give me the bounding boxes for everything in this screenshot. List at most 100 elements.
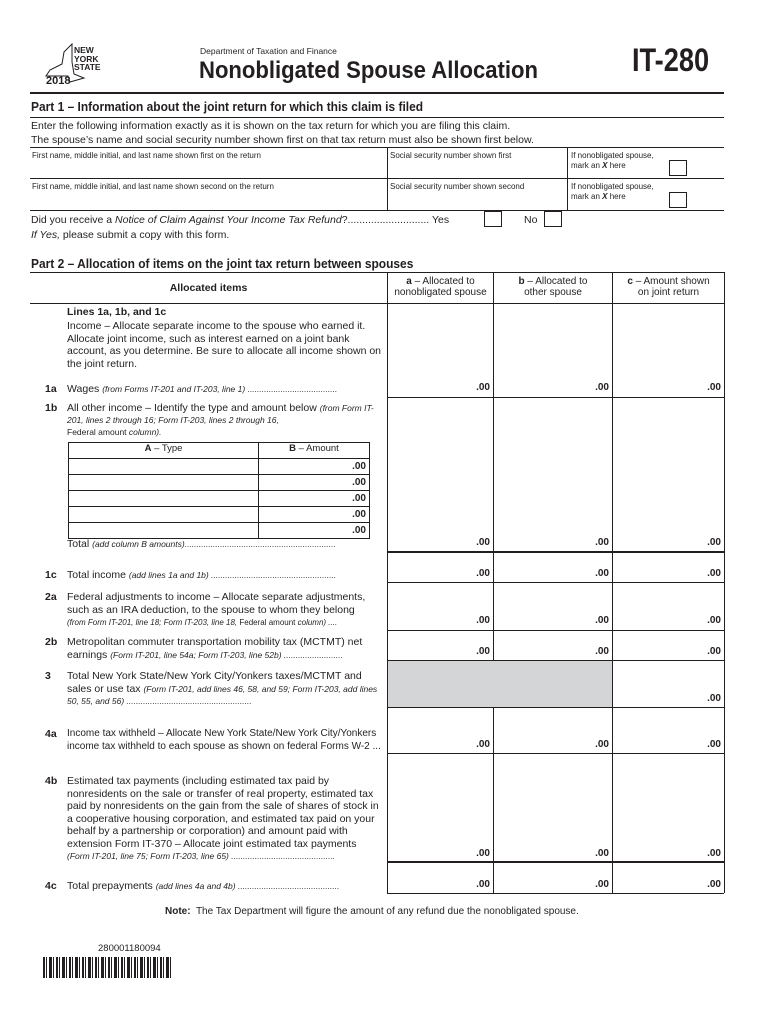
part2-heading: Part 2 – Allocation of items on the join…: [31, 256, 414, 271]
name-first-field[interactable]: First name, middle initial, and last nam…: [30, 148, 387, 178]
amount-input[interactable]: .00: [352, 525, 366, 536]
nonobligated-second-checkbox[interactable]: [669, 192, 687, 208]
line-4b-number: 4b: [45, 775, 58, 787]
refund-note: Note: The Tax Department will figure the…: [165, 906, 579, 917]
line-3-c-input[interactable]: .00: [707, 693, 721, 704]
line-1c-a-input[interactable]: .00: [476, 568, 490, 579]
line-4b-c-input[interactable]: .00: [707, 848, 721, 859]
line-1a-number: 1a: [45, 383, 57, 395]
mark-first-label: If nonobligated spouse, mark an X here: [571, 151, 654, 170]
notice-question: Did you receive a Notice of Claim Agains…: [31, 214, 450, 226]
line-2b-a-input[interactable]: .00: [476, 646, 490, 657]
line-4b-b-input[interactable]: .00: [595, 848, 609, 859]
line-2a-label: Federal adjustments to income – Allocate…: [67, 591, 366, 627]
line-1b-total-label: Total (add column B amounts)............…: [67, 538, 336, 550]
line-2b-number: 2b: [45, 636, 58, 648]
line-4c-a-input[interactable]: .00: [476, 879, 490, 890]
part1-heading: Part 1 – Information about the joint ret…: [31, 99, 424, 114]
name-second-label: First name, middle initial, and last nam…: [32, 182, 274, 191]
col-header-items: Allocated items: [169, 282, 248, 294]
subtable-col-amount: B – Amount: [289, 443, 339, 454]
intro-text: Income – Allocate separate income to the…: [67, 320, 382, 370]
form-year: 2018: [46, 75, 71, 87]
type-input[interactable]: [69, 523, 258, 538]
part1-instruction-2: The spouse’s name and social security nu…: [31, 134, 534, 146]
logo-line2: YORK: [74, 53, 99, 64]
line-2a-a-input[interactable]: .00: [476, 615, 490, 626]
line-1b-label: All other income – Identify the type and…: [67, 402, 374, 437]
line-4a-number: 4a: [45, 728, 57, 740]
subtable-row[interactable]: .00: [69, 475, 369, 490]
line-1a-label: Wages (from Forms IT-201 and IT-203, lin…: [67, 383, 338, 395]
line-4c-b-input[interactable]: .00: [595, 879, 609, 890]
col-header-b: b – Allocated to other spouse: [518, 276, 588, 298]
line3-shaded-area: [388, 661, 612, 707]
line-1a-a-input[interactable]: .00: [476, 382, 490, 393]
line-4b-a-input[interactable]: .00: [476, 848, 490, 859]
ssn-second-label: Social security number shown second: [390, 182, 525, 191]
new-york-state-map-icon: [45, 42, 86, 83]
no-label: No: [524, 214, 538, 226]
type-input[interactable]: [69, 475, 258, 490]
type-input[interactable]: [69, 491, 258, 506]
line-4a-c-input[interactable]: .00: [707, 739, 721, 750]
ssn-second-field[interactable]: Social security number shown second: [388, 179, 567, 210]
line-1a-c-input[interactable]: .00: [707, 382, 721, 393]
line-4a-label: Income tax withheld – Allocate New York …: [67, 728, 381, 752]
subtable-row[interactable]: .00: [69, 491, 369, 506]
nonobligated-first-checkbox[interactable]: [669, 160, 687, 176]
subtable-row[interactable]: .00: [69, 459, 369, 474]
line-2b-c-input[interactable]: .00: [707, 646, 721, 657]
name-first-label: First name, middle initial, and last nam…: [32, 151, 261, 160]
line-4c-c-input[interactable]: .00: [707, 879, 721, 890]
line-1b-a-input[interactable]: .00: [476, 537, 490, 548]
line-2a-number: 2a: [45, 591, 57, 603]
barcode-number: 280001180094: [98, 943, 161, 954]
nys-logo: NEW YORK STATE 2018: [44, 42, 114, 88]
department-name: Department of Taxation and Finance: [200, 46, 337, 56]
line-2b-label: Metropolitan commuter transportation mob…: [67, 636, 363, 661]
type-input[interactable]: [69, 507, 258, 522]
amount-input[interactable]: .00: [352, 461, 366, 472]
amount-input[interactable]: .00: [352, 509, 366, 520]
line-4c-label: Total prepayments (add lines 4a and 4b) …: [67, 880, 340, 892]
line-2a-b-input[interactable]: .00: [595, 615, 609, 626]
line-1b-c-input[interactable]: .00: [707, 537, 721, 548]
other-income-subtable: A – Type B – Amount .00 .00 .00 .00 .00: [68, 442, 370, 539]
form-title: Nonobligated Spouse Allocation: [199, 57, 538, 84]
logo-line1: NEW: [74, 45, 94, 55]
subtable-row[interactable]: .00: [69, 507, 369, 522]
name-second-field[interactable]: First name, middle initial, and last nam…: [30, 179, 387, 210]
no-checkbox[interactable]: [544, 211, 562, 227]
type-input[interactable]: [69, 459, 258, 474]
logo-line3: STATE: [74, 62, 101, 72]
line-1c-number: 1c: [45, 569, 57, 581]
yes-checkbox[interactable]: [484, 211, 502, 227]
line-1c-b-input[interactable]: .00: [595, 568, 609, 579]
intro-heading: Lines 1a, 1b, and 1c: [67, 306, 167, 318]
mark-second-label: If nonobligated spouse, mark an X here: [571, 182, 654, 201]
part1-instruction-1: Enter the following information exactly …: [31, 120, 511, 132]
line-4a-a-input[interactable]: .00: [476, 739, 490, 750]
subtable-row[interactable]: .00: [69, 523, 369, 538]
col-header-c: c – Amount shown on joint return: [627, 276, 710, 298]
line-4c-number: 4c: [45, 880, 57, 892]
ssn-first-field[interactable]: Social security number shown first: [388, 148, 567, 178]
line-3-number: 3: [45, 670, 51, 682]
line-1c-c-input[interactable]: .00: [707, 568, 721, 579]
line-1b-number: 1b: [45, 402, 58, 414]
barcode-image: [43, 957, 173, 978]
amount-input[interactable]: .00: [352, 477, 366, 488]
col-header-a: a – Allocated to nonobligated spouse: [394, 276, 487, 298]
line-2a-c-input[interactable]: .00: [707, 615, 721, 626]
line-1a-b-input[interactable]: .00: [595, 382, 609, 393]
line-4b-label: Estimated tax payments (including estima…: [67, 775, 379, 861]
if-yes-note: If Yes, please submit a copy with this f…: [31, 229, 230, 241]
line-4a-b-input[interactable]: .00: [595, 739, 609, 750]
line-2b-b-input[interactable]: .00: [595, 646, 609, 657]
yes-label: Yes: [431, 214, 450, 226]
amount-input[interactable]: .00: [352, 493, 366, 504]
line-3-label: Total New York State/New York City/Yonke…: [67, 670, 378, 706]
subtable-col-type: A – Type: [144, 443, 183, 454]
line-1b-b-input[interactable]: .00: [595, 537, 609, 548]
